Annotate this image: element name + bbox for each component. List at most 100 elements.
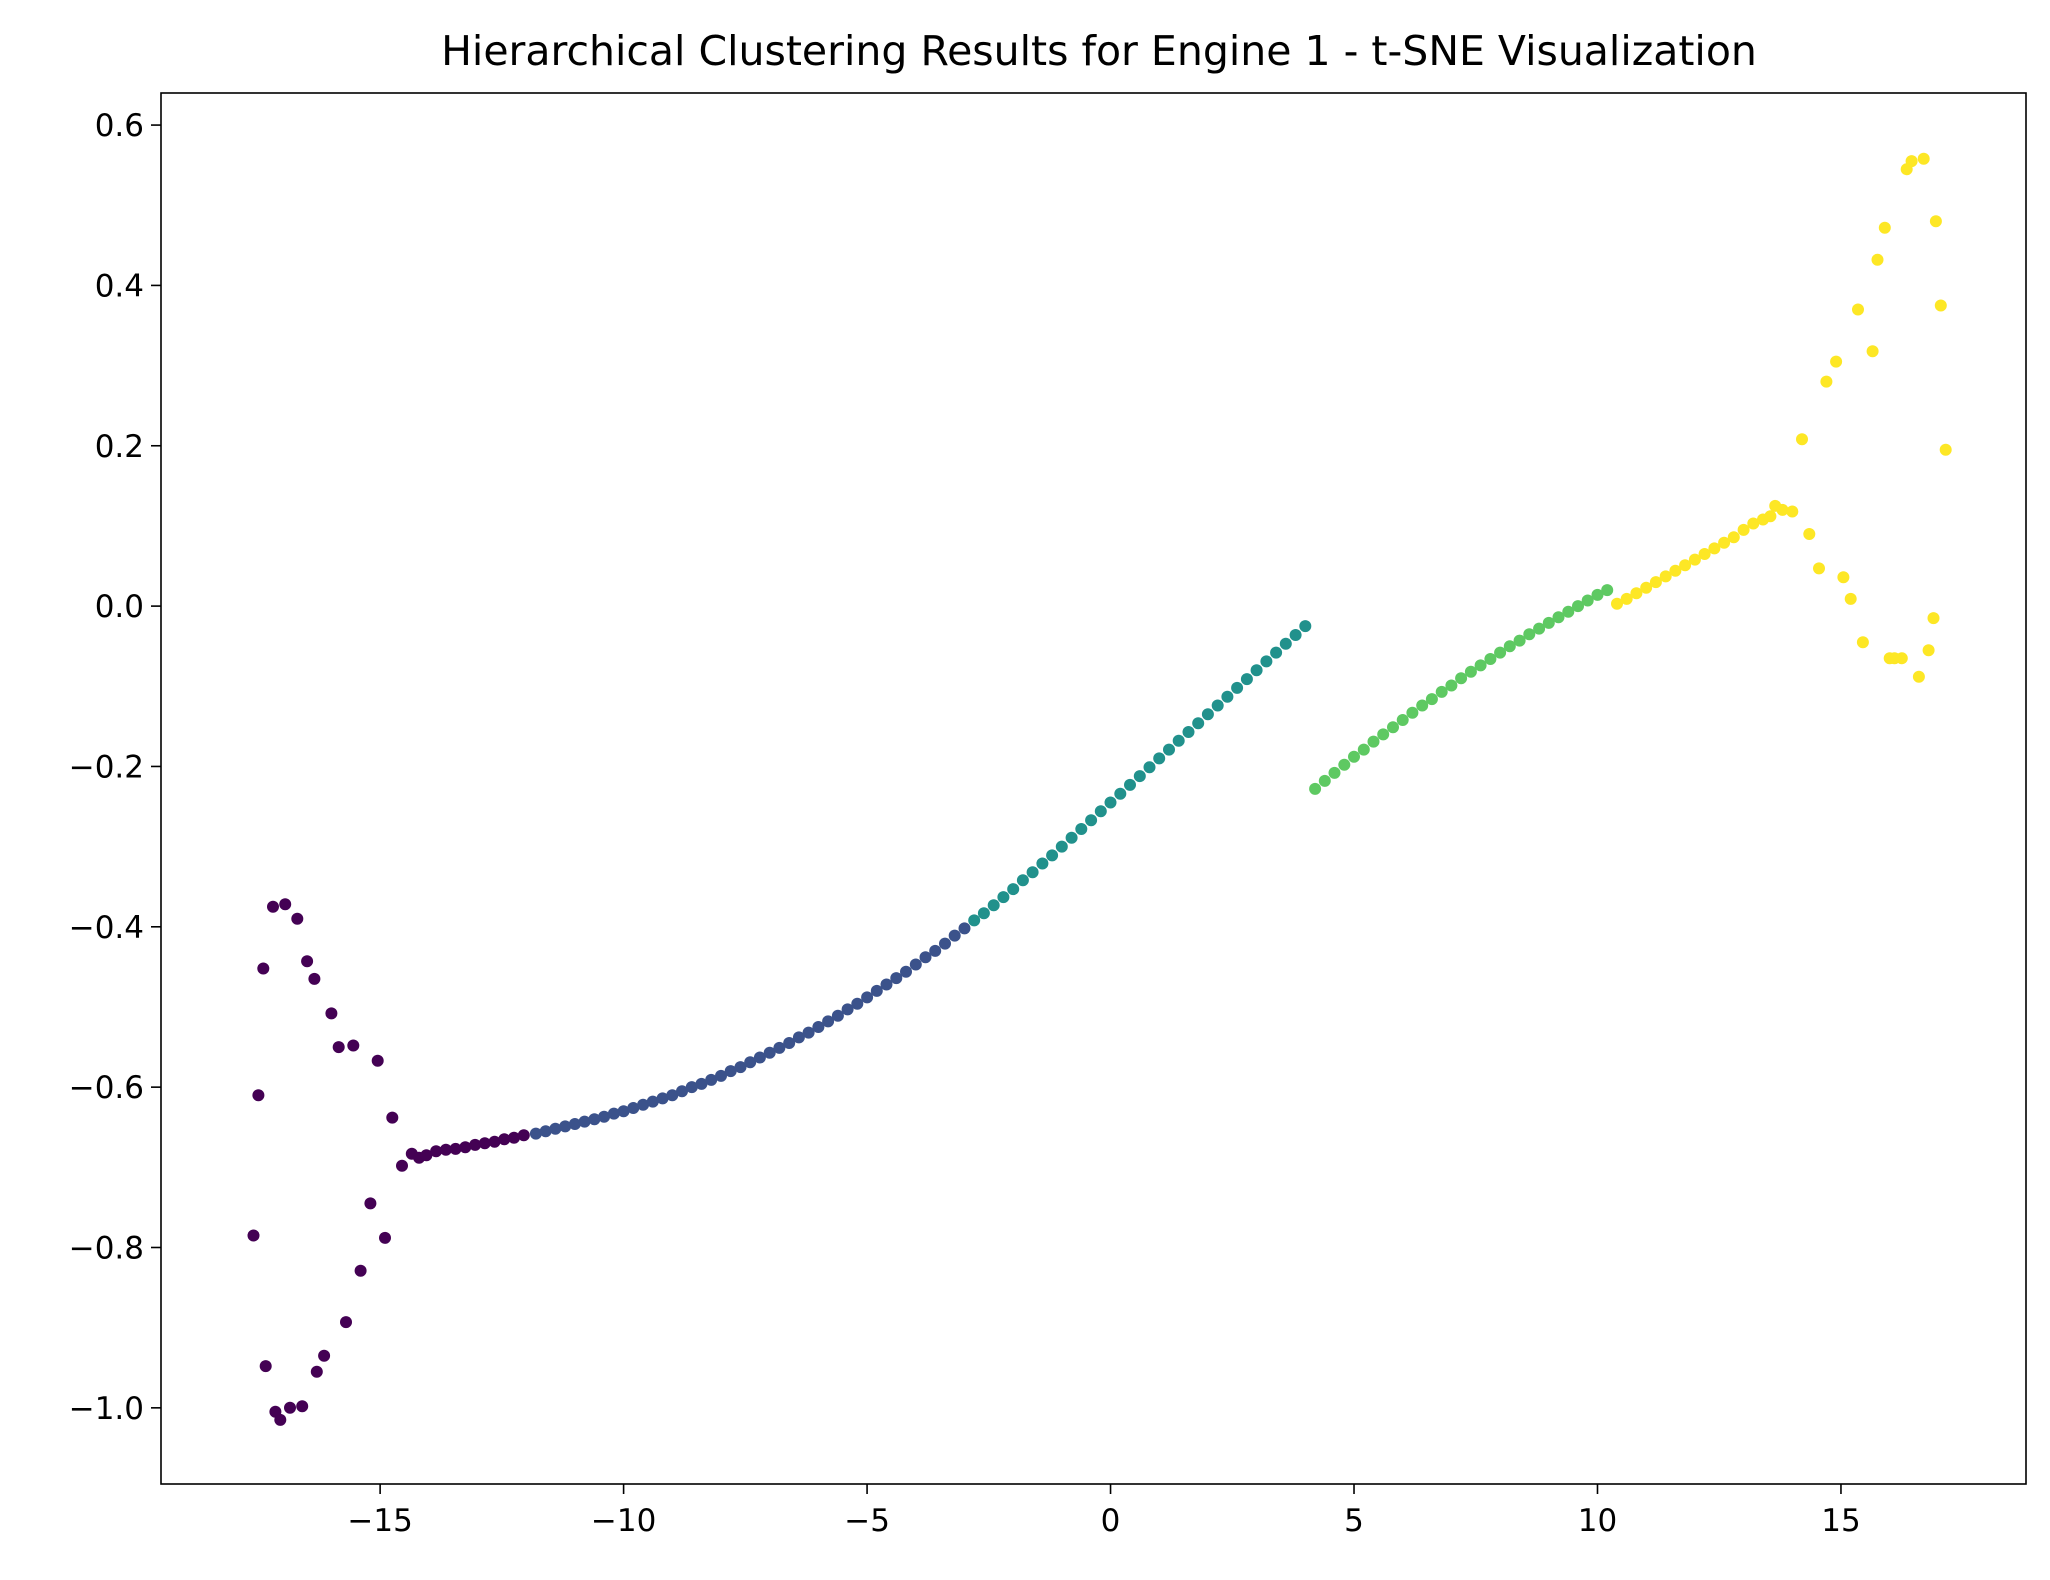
y-tick-label: −0.8 (69, 1230, 144, 1266)
data-point (1601, 584, 1614, 597)
data-point (987, 899, 1000, 912)
x-tick-label: 15 (1821, 1503, 1860, 1539)
data-point (1640, 581, 1653, 594)
data-point (1221, 690, 1234, 703)
data-point (695, 1077, 708, 1090)
data-point (1708, 542, 1721, 555)
y-tick-label: −0.6 (69, 1070, 144, 1106)
data-point (724, 1065, 737, 1078)
data-point (900, 965, 912, 978)
data-point (296, 1400, 309, 1413)
data-point (488, 1135, 501, 1148)
y-tick-label: −1.0 (69, 1391, 144, 1427)
data-point (734, 1061, 747, 1074)
data-point (1542, 616, 1555, 629)
data-point (318, 1349, 331, 1362)
data-point (1917, 152, 1930, 165)
data-point (1764, 510, 1777, 523)
data-point (773, 1041, 786, 1054)
data-point (656, 1092, 669, 1105)
data-point (753, 1051, 766, 1064)
data-point (851, 997, 864, 1010)
data-point (676, 1085, 688, 1098)
data-point (1866, 345, 1879, 358)
data-point (744, 1056, 757, 1069)
data-point (637, 1098, 650, 1111)
data-point (291, 912, 304, 925)
data-point (301, 955, 314, 968)
data-point (420, 1149, 433, 1162)
data-point (1503, 640, 1516, 653)
data-point (1581, 594, 1594, 607)
data-point (1747, 517, 1760, 530)
data-point (578, 1115, 591, 1128)
y-tick-label: 0.2 (95, 429, 144, 465)
data-point (1934, 299, 1947, 312)
data-point (1929, 215, 1942, 228)
data-point (598, 1110, 611, 1123)
data-point (1240, 673, 1253, 686)
data-point (568, 1118, 581, 1130)
data-point (831, 1009, 844, 1022)
data-point (1309, 782, 1322, 795)
data-point (1905, 155, 1918, 168)
data-point (617, 1105, 630, 1118)
data-point (1813, 562, 1825, 575)
data-point (1523, 628, 1536, 641)
data-point (1620, 592, 1633, 605)
data-point (498, 1133, 511, 1146)
data-point (1075, 823, 1088, 835)
data-point (347, 1039, 360, 1052)
plot-area (247, 152, 1952, 1426)
data-point (430, 1145, 443, 1158)
data-point (1387, 721, 1399, 734)
data-point (332, 1041, 345, 1054)
data-point (325, 1007, 338, 1020)
data-point (1803, 528, 1816, 540)
data-point (1026, 866, 1039, 879)
data-point (822, 1015, 835, 1028)
data-point (1172, 734, 1185, 747)
data-point (783, 1037, 796, 1049)
data-point (1406, 706, 1419, 719)
data-point (371, 1054, 384, 1067)
data-point (396, 1159, 408, 1172)
data-point (1844, 592, 1857, 605)
data-point (1318, 774, 1331, 787)
data-point (870, 984, 883, 997)
data-point (1649, 576, 1662, 589)
data-point (1776, 503, 1789, 516)
data-point (1007, 883, 1020, 896)
data-point (1153, 752, 1166, 765)
data-point (252, 1089, 265, 1102)
data-point (627, 1102, 640, 1114)
data-point (1572, 600, 1584, 613)
data-point (792, 1031, 805, 1044)
data-point (340, 1316, 352, 1329)
data-point (1338, 758, 1351, 771)
x-tick-label: 10 (1578, 1503, 1617, 1539)
data-point (1484, 653, 1497, 665)
data-point (715, 1069, 727, 1082)
y-tick-label: −0.4 (69, 910, 144, 946)
data-point (1163, 743, 1175, 756)
data-point (1260, 655, 1273, 668)
data-point (1046, 849, 1059, 862)
data-point (666, 1089, 679, 1102)
data-point (1143, 761, 1156, 774)
data-point (880, 978, 893, 991)
x-axis: −15 −10 −5 0 5 10 15 (347, 1484, 1861, 1539)
data-point (1659, 570, 1672, 583)
data-point (549, 1122, 562, 1135)
data-point (1328, 766, 1341, 779)
data-point (279, 898, 292, 911)
y-tick-label: −0.2 (69, 749, 144, 785)
data-point (890, 972, 903, 985)
data-point (1878, 221, 1891, 234)
data-point (1718, 536, 1731, 549)
data-point (968, 914, 981, 927)
data-point (1939, 443, 1952, 456)
data-point (1299, 620, 1312, 633)
data-point (1270, 646, 1283, 659)
